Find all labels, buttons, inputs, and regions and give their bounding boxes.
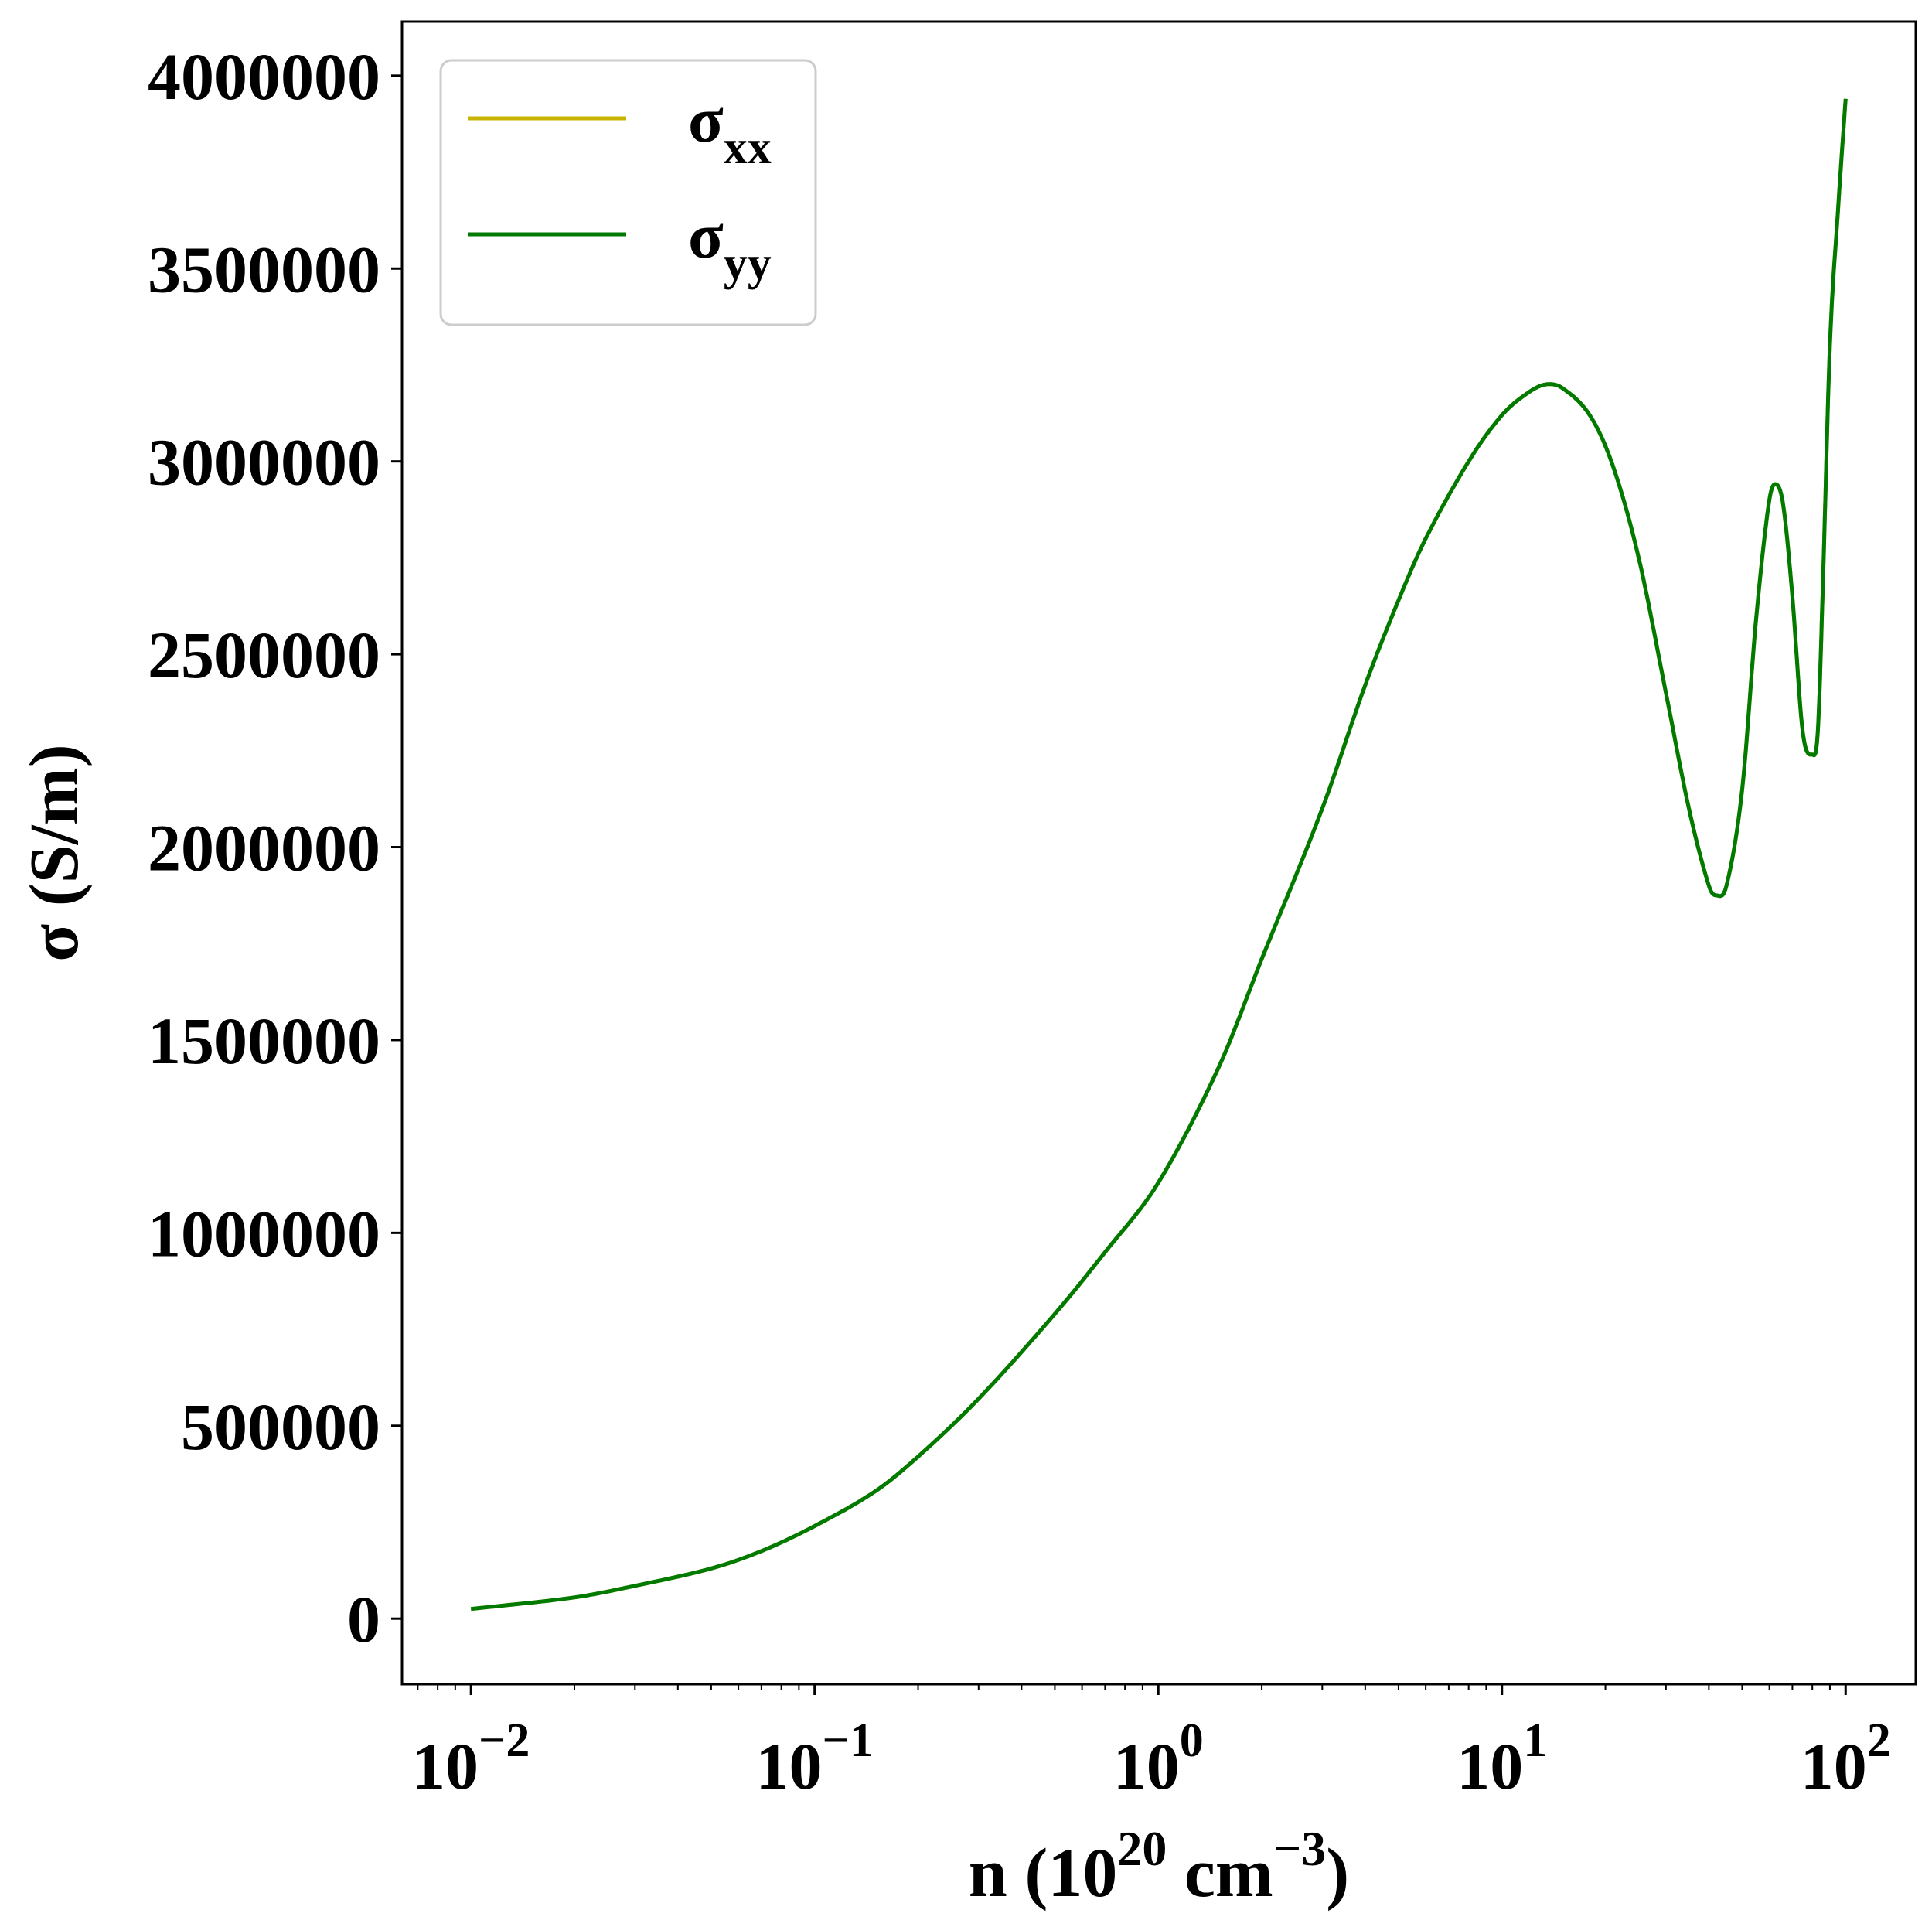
y-axis-title: σ (S/m) (16, 744, 93, 961)
x-tick-label: 10−1 (756, 1714, 874, 1803)
y-tick-label: 2500000 (148, 618, 380, 692)
series-line-yy (470, 98, 1848, 1612)
legend-box (439, 59, 817, 326)
x-tick-label: 100 (1113, 1714, 1204, 1803)
legend-label-yy: σyy (688, 200, 772, 290)
legend-label-xx: σxx (688, 84, 772, 174)
y-tick-label: 0 (347, 1582, 380, 1656)
axes: 0 500000 1000000 1500000 2000000 2500000 30000… (16, 20, 1917, 1912)
x-tick-label: 10−2 (412, 1714, 530, 1803)
x-axis-title: n (1020 cm−3) (969, 1821, 1349, 1912)
legend: σxx σyy (439, 59, 817, 326)
y-tick-label: 4000000 (148, 39, 380, 114)
x-tick-label: 102 (1801, 1714, 1891, 1803)
x-tick-label: 101 (1457, 1714, 1547, 1803)
y-tick-label: 1500000 (148, 1004, 380, 1078)
y-tick-label: 3500000 (148, 232, 380, 306)
y-tick-label: 1000000 (148, 1196, 380, 1270)
y-tick-label: 3000000 (148, 425, 380, 500)
y-tick-label: 2000000 (148, 811, 380, 885)
y-tick-label: 500000 (181, 1390, 380, 1464)
plot-area (470, 98, 1848, 1612)
